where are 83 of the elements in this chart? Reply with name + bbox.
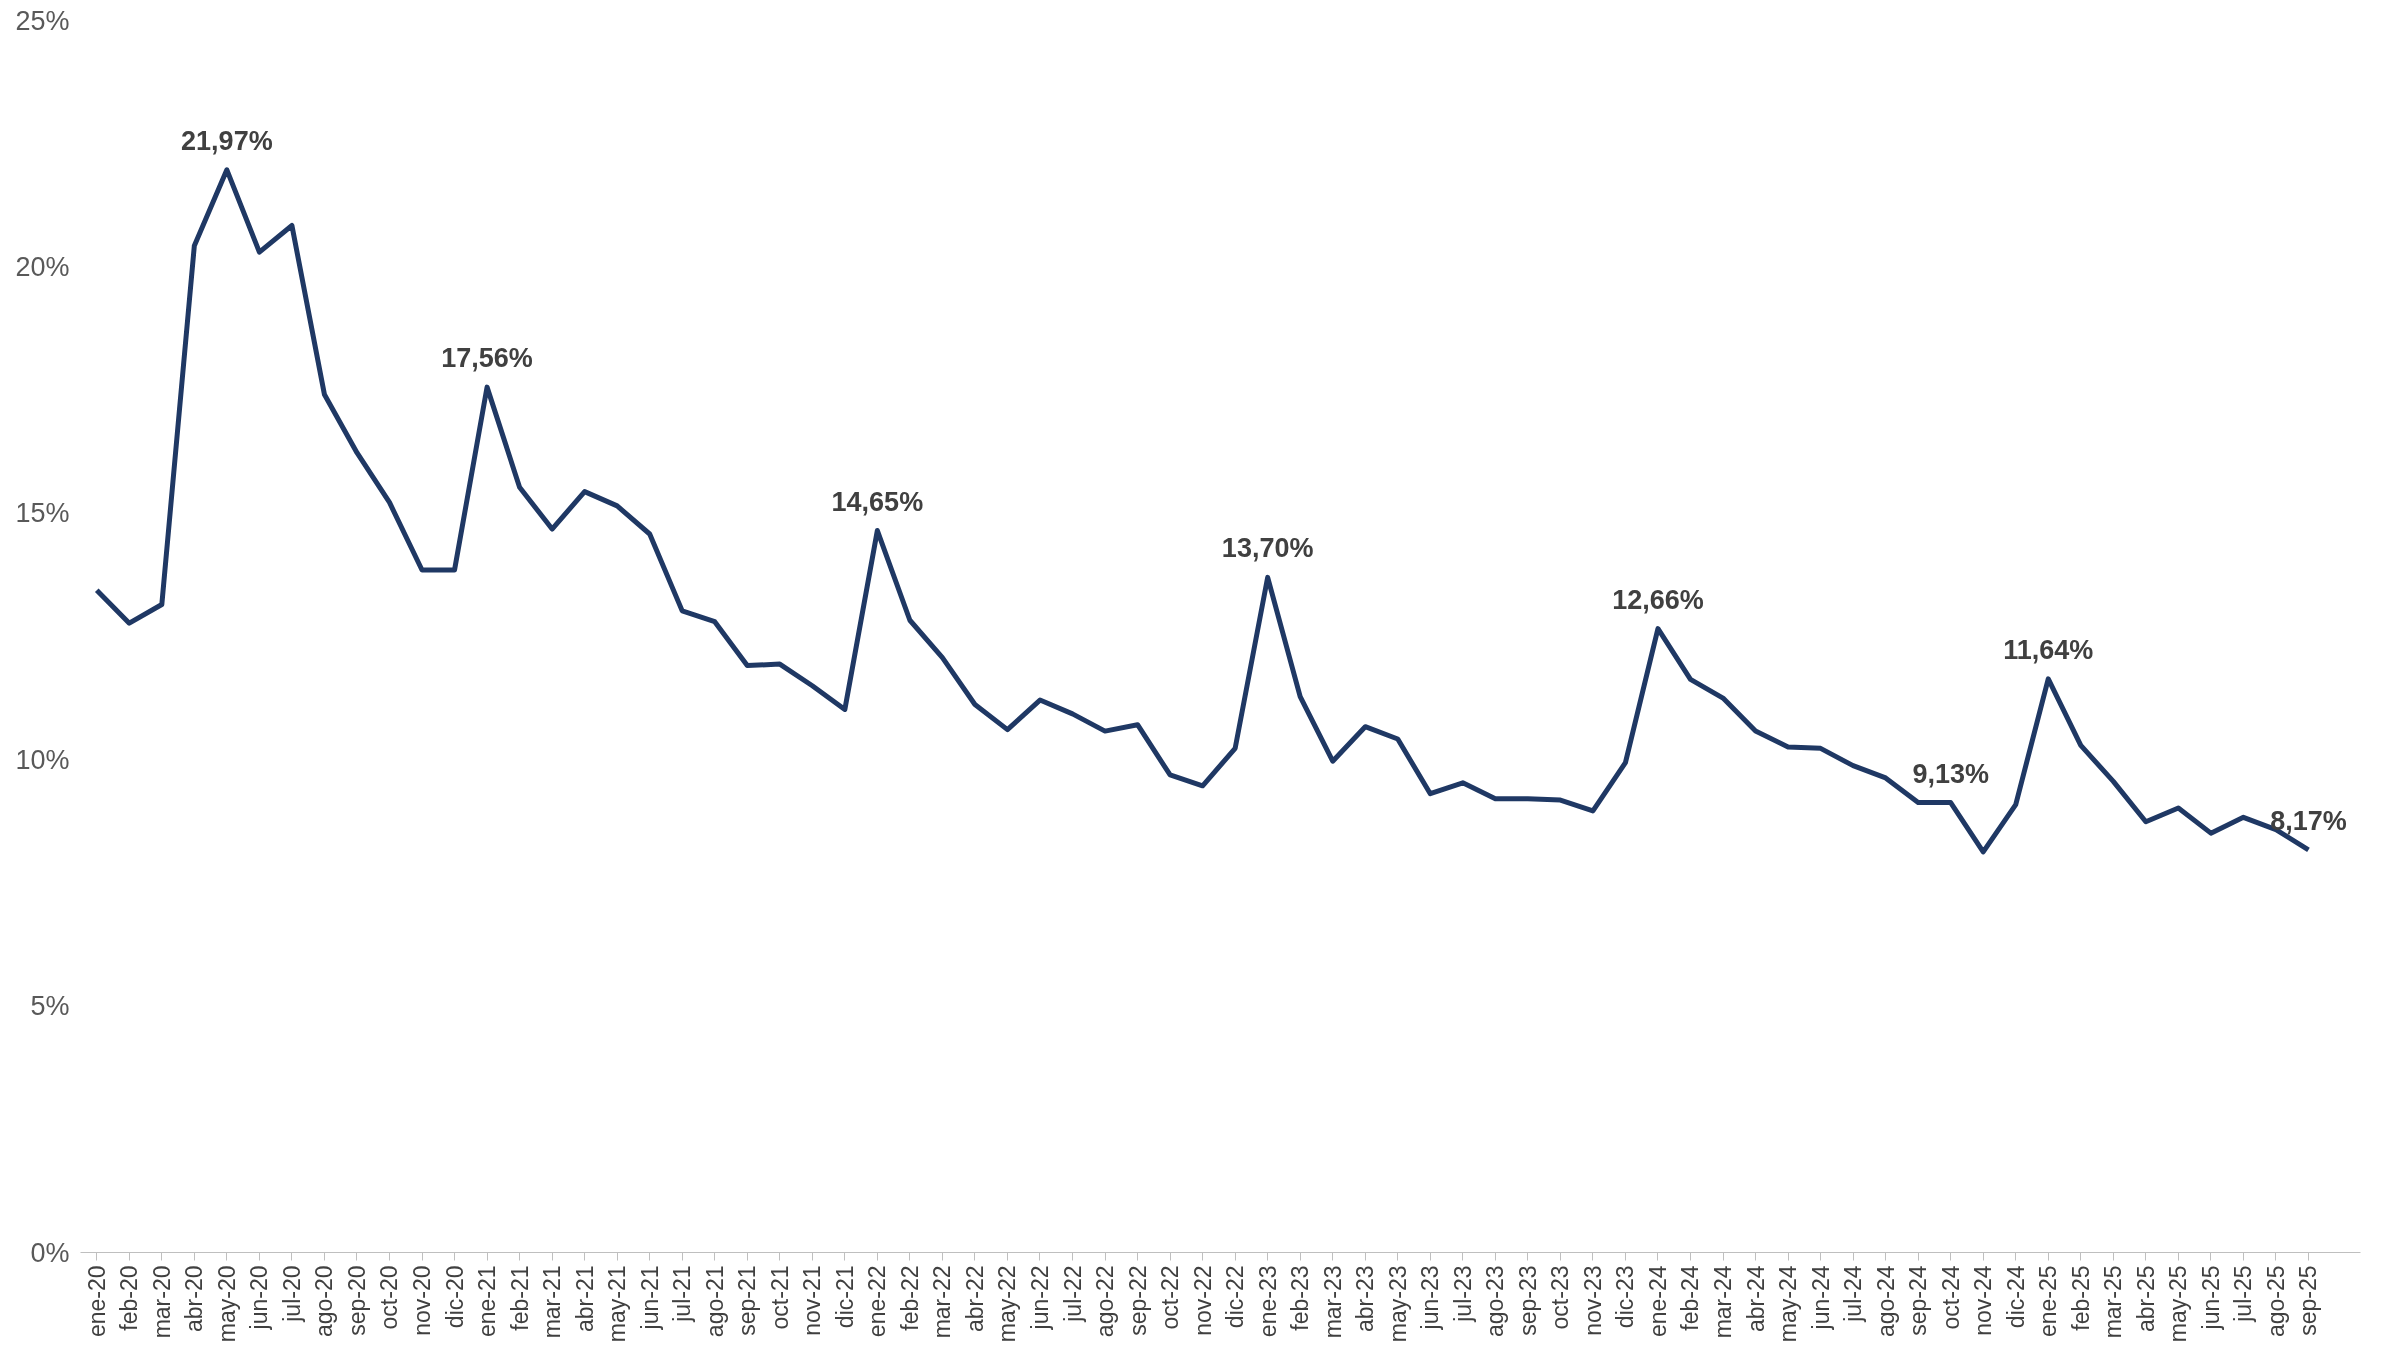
x-tick-label: feb-23 (1287, 1265, 1314, 1331)
x-tick-label: jul-22 (1059, 1265, 1086, 1323)
x-tick-label: nov-20 (409, 1265, 436, 1336)
x-tick-label: dic-24 (2002, 1265, 2029, 1329)
x-tick-label: abr-22 (961, 1265, 988, 1332)
x-tick-label: dic-23 (1612, 1265, 1639, 1329)
x-tick-label: feb-22 (896, 1265, 923, 1331)
x-tick-label: jun-21 (636, 1265, 663, 1331)
data-label: 13,70% (1221, 533, 1314, 564)
x-tick-label: nov-23 (1579, 1265, 1606, 1336)
x-tick-label: ago-24 (1872, 1265, 1899, 1338)
x-tick-label: jun-24 (1807, 1265, 1834, 1331)
x-tick-label: mar-22 (929, 1265, 956, 1339)
data-label: 12,66% (1612, 584, 1704, 615)
x-tick-label: ago-21 (701, 1265, 728, 1338)
x-tick-label: mar-20 (148, 1265, 175, 1339)
data-label: 17,56% (441, 343, 533, 374)
x-tick-label: dic-22 (1222, 1265, 1249, 1329)
x-tick-label: abr-23 (1352, 1265, 1379, 1332)
x-tick-label: dic-21 (831, 1265, 858, 1329)
x-tick-label: jul-20 (278, 1265, 305, 1323)
x-tick-label: ago-22 (1092, 1265, 1119, 1338)
x-tick-label: ene-22 (864, 1265, 891, 1338)
x-tick-label: jun-23 (1417, 1265, 1444, 1331)
x-tick-label: oct-23 (1547, 1265, 1574, 1330)
x-tick-label: nov-21 (799, 1265, 826, 1336)
x-tick-label: feb-20 (116, 1265, 143, 1331)
x-tick-label: jul-21 (669, 1265, 696, 1323)
x-tick-label: jun-22 (1026, 1265, 1053, 1331)
x-tick-label: ago-20 (311, 1265, 338, 1338)
x-tick-label: sep-21 (734, 1265, 761, 1336)
x-tick-label: ago-25 (2262, 1265, 2289, 1338)
x-tick-label: mar-23 (1319, 1265, 1346, 1339)
x-tick-label: ene-20 (83, 1265, 110, 1338)
x-tick-label: jul-23 (1449, 1265, 1476, 1323)
x-tick-label: sep-23 (1514, 1265, 1541, 1336)
x-tick-label: may-21 (604, 1265, 631, 1343)
x-tick-label: dic-20 (441, 1265, 468, 1329)
x-tick-label: jul-25 (2230, 1265, 2257, 1323)
x-tick-label: nov-22 (1189, 1265, 1216, 1336)
x-tick-label: jul-24 (1840, 1265, 1867, 1323)
x-tick-label: ene-23 (1254, 1265, 1281, 1338)
x-tick-label: ene-24 (1644, 1265, 1671, 1338)
data-label: 11,64% (2003, 634, 2094, 665)
x-tick-label: may-24 (1775, 1265, 1802, 1343)
x-tick-label: ago-23 (1482, 1265, 1509, 1338)
x-tick-label: may-20 (213, 1265, 240, 1343)
x-tick-label: mar-24 (1710, 1265, 1737, 1339)
x-tick-label: abr-20 (181, 1265, 208, 1332)
x-tick-label: abr-24 (1742, 1265, 1769, 1332)
x-tick-label: may-25 (2165, 1265, 2192, 1343)
x-tick-label: nov-24 (1970, 1265, 1997, 1336)
x-tick-label: ene-25 (2035, 1265, 2062, 1338)
x-tick-label: oct-22 (1157, 1265, 1184, 1330)
x-tick-label: sep-25 (2295, 1265, 2322, 1336)
x-tick-label: mar-21 (539, 1265, 566, 1339)
x-tick-label: jun-20 (246, 1265, 273, 1331)
x-tick-label: feb-25 (2067, 1265, 2094, 1331)
y-tick-label: 0% (30, 1237, 70, 1268)
x-tick-label: sep-22 (1124, 1265, 1151, 1336)
x-tick-label: sep-24 (1905, 1265, 1932, 1336)
data-label: 8,17% (2270, 805, 2347, 836)
x-tick-label: may-23 (1384, 1265, 1411, 1343)
x-tick-label: abr-25 (2132, 1265, 2159, 1332)
y-tick-label: 25% (15, 5, 70, 36)
x-tick-label: sep-20 (343, 1265, 370, 1336)
x-tick-label: feb-21 (506, 1265, 533, 1331)
x-tick-label: feb-24 (1677, 1265, 1704, 1331)
y-tick-label: 20% (15, 251, 70, 282)
y-tick-label: 10% (15, 744, 70, 775)
x-tick-label: may-22 (994, 1265, 1021, 1343)
y-tick-label: 5% (30, 991, 70, 1022)
x-tick-label: oct-21 (766, 1265, 793, 1330)
y-tick-label: 15% (15, 498, 70, 529)
x-tick-label: jun-25 (2197, 1265, 2224, 1331)
x-tick-label: abr-21 (571, 1265, 598, 1332)
x-tick-label: oct-24 (1937, 1265, 1964, 1330)
x-tick-label: ene-21 (474, 1265, 501, 1338)
x-tick-label: mar-25 (2100, 1265, 2127, 1339)
x-tick-label: oct-20 (376, 1265, 403, 1330)
data-label: 9,13% (1912, 758, 1989, 789)
data-label: 14,65% (831, 486, 924, 517)
data-label: 21,97% (181, 125, 273, 156)
